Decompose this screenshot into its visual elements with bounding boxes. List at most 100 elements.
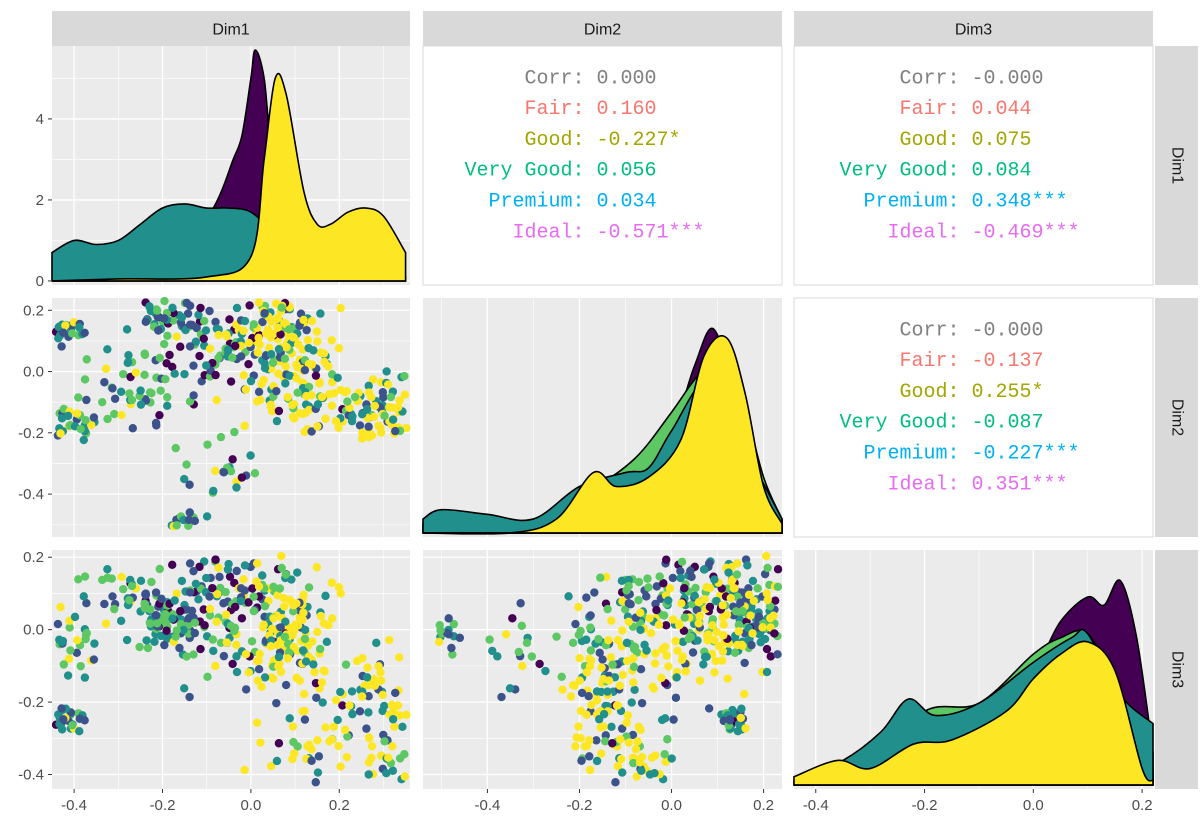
scatter-point [168,614,177,623]
scatter-point [179,625,188,635]
scatter-point [699,565,709,574]
scatter-point [766,613,775,623]
scatter-point [753,584,762,593]
scatter-point [245,301,254,310]
scatter-point [603,687,612,696]
scatter-point [763,563,772,573]
scatter-point [348,709,357,719]
scatter-point [391,426,400,436]
scatter-point [762,644,772,654]
scatter-point [634,577,644,587]
scatter-point [374,421,383,430]
scatter-point [723,674,732,683]
scatter-point [221,587,230,597]
scatter-point [746,611,755,620]
scatter-point [241,685,251,694]
scatter-point [151,588,161,597]
scatter-point [183,309,193,318]
scatter-point [331,696,341,705]
scatter-point [773,650,782,659]
scatter-point [350,392,360,402]
scatter-point [268,358,278,367]
scatter-point [740,658,749,668]
scatter-point [566,692,576,701]
scatter-point [398,722,407,732]
scatter-point [321,414,330,423]
scatter-point [211,661,220,671]
scatter-point [272,314,282,324]
scatter-point [153,312,162,322]
scatter-point [449,619,459,629]
scatter-point [333,373,342,382]
scatter-point [299,590,308,600]
scatter-point [290,414,299,423]
scatter-point [171,632,180,641]
scatter-point [185,397,195,406]
scatter-point [76,661,85,671]
scatter-point [629,662,639,672]
scatter-point [199,334,208,343]
scatter-point [287,575,296,584]
scatter-point [228,353,237,362]
scatter-point [385,635,394,645]
scatter-point [191,579,201,589]
scatter-point [667,754,676,763]
scatter-point [295,676,305,685]
panel-background [422,45,783,286]
scatter-point [254,582,264,591]
scatter-point [281,570,291,579]
scatter-point [382,367,391,376]
scatter-point [357,692,367,701]
scatter-point [292,360,301,370]
scatter-point [201,361,211,370]
scatter-point [322,637,332,647]
scatter-point [497,692,506,702]
scatter-point [604,635,613,645]
scatter-point [611,778,620,787]
scatter-point [232,652,241,661]
scatter-point [300,365,310,375]
scatter-point [364,691,373,701]
scatter-point [203,672,212,682]
scatter-point [190,628,200,638]
scatter-point [662,651,671,660]
corr-group-text: Fair: 0.044 [899,98,1031,121]
scatter-point [369,674,379,684]
scatter-point [225,315,234,324]
scatter-point [190,618,200,627]
scatter-point [343,397,352,406]
scatter-point [629,758,638,768]
scatter-point [74,575,83,584]
scatter-point [661,621,671,630]
scatter-point [317,392,327,402]
scatter-point [277,563,286,573]
scatter-point [582,593,591,602]
scatter-point [240,561,250,570]
scatter-point [393,403,403,412]
scatter-point [147,577,156,587]
scatter-point [628,678,638,687]
scatter-point [624,575,633,585]
scatter-point [501,630,511,639]
scatter-point [622,586,631,595]
scatter-point [600,737,610,746]
scatter-point [81,415,90,425]
scatter-point [376,428,386,437]
scatter-point [340,725,350,735]
scatter-point [244,668,254,677]
scatter-point [633,737,642,746]
corr-group-text: Good: 0.255* [899,381,1043,404]
x-tick-label: 0.2 [329,797,350,814]
scatter-point [267,673,276,682]
scatter-point [661,555,671,564]
scatter-point [364,422,373,431]
scatter-point [388,766,398,775]
scatter-point [161,610,170,619]
scatter-point [280,602,289,611]
scatter-point [277,551,286,561]
scatter-point [595,648,604,658]
scatter-point [189,391,198,400]
scatter-point [312,563,322,572]
scatter-point [442,628,452,638]
scatter-point [289,607,298,616]
